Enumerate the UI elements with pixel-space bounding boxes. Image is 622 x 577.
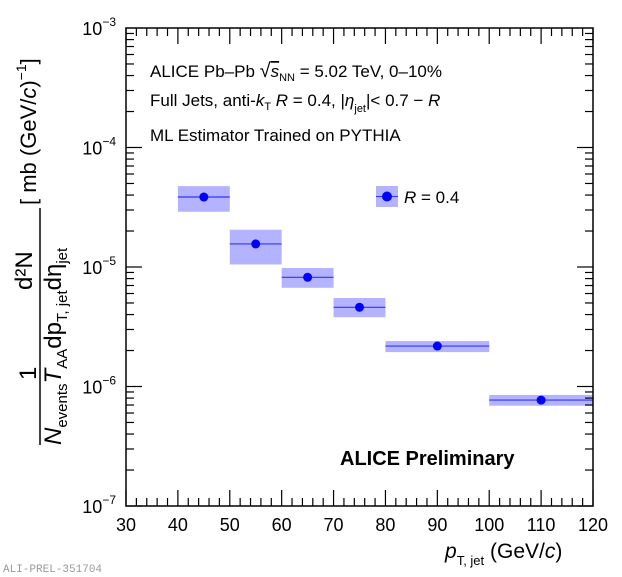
systematic-boxes [177,186,593,406]
annotation-line1: ALICE Pb–Pb √sNN = 5.02 TeV, 0–10% [150,60,442,84]
data-point [251,239,261,249]
data-point [536,395,546,405]
x-tick-labels: 30 40 50 60 70 80 90 100 110 120 [116,515,608,535]
x-tick-label: 120 [578,515,608,535]
data-point [355,302,364,312]
plot-frame [125,27,594,507]
x-tick-label: 110 [527,515,556,535]
legend: R = 0.4 [376,186,459,207]
y-title-numerator: d²N [11,251,38,290]
data-point [199,192,209,202]
annotation-line3: ML Estimator Trained on PYTHIA [150,126,401,145]
figure-id: ALI-PREL-351704 [3,564,102,576]
legend-label: R = 0.4 [404,188,459,207]
y-axis-title: 1 NeventsTAAdpT, jetdηjet d²N [ mb (GeV/… [11,58,71,445]
legend-swatch-marker [382,191,392,202]
y-tick-label: 10−4 [82,135,116,159]
x-tick-label: 60 [272,515,292,535]
x-tick-label: 90 [427,515,447,535]
x-tick-label: 100 [474,515,504,535]
x-tick-label: 70 [324,515,344,535]
y-title-one: 1 [15,367,42,380]
annotation-line2: Full Jets, anti-kT R = 0.4, |ηjet|< 0.7 … [150,91,440,115]
x-tick-label: 50 [220,515,240,535]
y-title-units: [ mb (GeV/c)−1] [13,58,41,205]
x-tick-label: 40 [168,515,188,535]
data-point [432,341,442,351]
y-tick-label: 10−6 [82,374,116,398]
x-tick-label: 30 [116,515,136,535]
data-points [177,192,593,405]
x-tick-label: 80 [375,515,395,535]
data-point [303,272,313,282]
preliminary-label: ALICE Preliminary [340,448,515,470]
y-title-denominator: NeventsTAAdpT, jetdηjet [40,247,71,445]
x-axis-title: pT, jet (GeV/c) [444,540,562,568]
y-tick-labels: 10−7 10−6 10−5 10−4 10−3 [82,15,116,517]
y-tick-label: 10−7 [82,493,116,517]
axis-ticks [125,28,594,507]
y-tick-label: 10−3 [82,15,116,39]
y-tick-label: 10−5 [82,254,116,278]
